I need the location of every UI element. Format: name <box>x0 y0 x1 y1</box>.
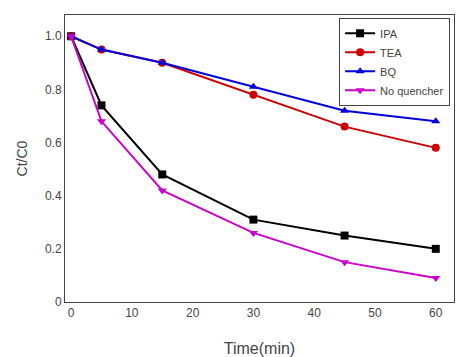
svg-text:20: 20 <box>186 306 200 320</box>
svg-text:Ct/C0: Ct/C0 <box>14 140 30 176</box>
svg-text:No quencher: No quencher <box>380 85 443 97</box>
svg-text:50: 50 <box>368 306 382 320</box>
svg-text:0.2: 0.2 <box>45 242 62 256</box>
svg-text:BQ: BQ <box>380 66 396 78</box>
svg-text:TEA: TEA <box>380 47 402 59</box>
svg-text:30: 30 <box>247 306 261 320</box>
svg-text:10: 10 <box>125 306 139 320</box>
svg-text:0.6: 0.6 <box>45 136 62 150</box>
svg-text:0: 0 <box>68 306 75 320</box>
svg-text:Time(min): Time(min) <box>224 340 295 357</box>
svg-text:1.0: 1.0 <box>45 29 62 43</box>
svg-text:0.8: 0.8 <box>45 83 62 97</box>
svg-text:0.4: 0.4 <box>45 189 62 203</box>
svg-text:60: 60 <box>429 306 443 320</box>
svg-text:IPA: IPA <box>380 28 398 40</box>
svg-text:0: 0 <box>55 295 62 309</box>
svg-text:40: 40 <box>308 306 322 320</box>
